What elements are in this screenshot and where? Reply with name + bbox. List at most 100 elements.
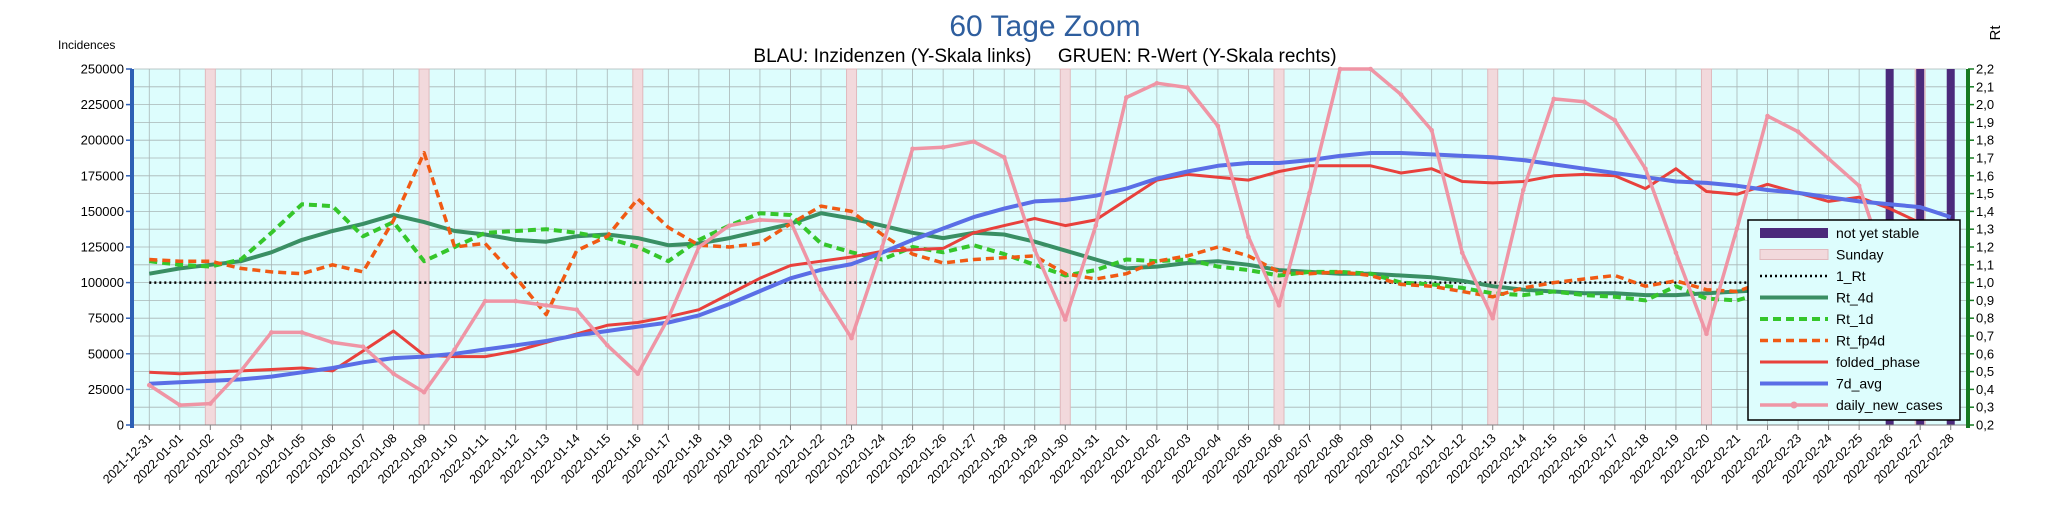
left-tick-label: 50000 xyxy=(88,346,124,361)
right-tick-label: 2,1 xyxy=(1976,79,1994,94)
right-tick-label: 0,4 xyxy=(1976,382,1994,397)
left-tick-label: 200000 xyxy=(81,133,124,148)
data-point-daily-new-cases xyxy=(1551,96,1557,102)
data-point-daily-new-cases xyxy=(1490,315,1496,321)
left-tick-label: 250000 xyxy=(81,62,124,77)
chart-title: 60 Tage Zoom xyxy=(949,10,1140,43)
legend-label: Rt_1d xyxy=(1836,311,1873,327)
data-point-daily-new-cases xyxy=(1704,331,1709,337)
left-axis-title: Incidences xyxy=(58,38,115,52)
data-point-daily-new-cases xyxy=(1062,317,1068,322)
data-point-daily-new-cases xyxy=(543,303,549,308)
data-point-daily-new-cases xyxy=(1643,166,1648,171)
data-point-daily-new-cases xyxy=(635,371,641,377)
data-point-daily-new-cases xyxy=(879,244,885,250)
series-line-rt-fp4d xyxy=(149,150,1952,334)
data-point-daily-new-cases xyxy=(818,287,824,293)
series-lines xyxy=(146,66,1954,408)
left-tick-label: 0 xyxy=(117,418,124,433)
right-tick-label: 0,5 xyxy=(1976,364,1994,379)
data-point-daily-new-cases xyxy=(1001,154,1007,160)
data-point-daily-new-cases xyxy=(1337,66,1343,72)
right-tick-label: 0,3 xyxy=(1976,400,1994,415)
right-axis-title: Rt xyxy=(1987,25,2004,41)
data-point-daily-new-cases xyxy=(1276,303,1282,308)
data-point-daily-new-cases xyxy=(940,145,946,150)
legend-swatch-not-yet-stable xyxy=(1760,228,1828,238)
data-point-daily-new-cases xyxy=(1856,183,1862,189)
sunday-bar xyxy=(1059,68,1071,426)
data-point-daily-new-cases xyxy=(757,217,763,223)
left-tick-label: 75000 xyxy=(88,311,124,326)
right-tick-label: 1,6 xyxy=(1976,168,1994,183)
legend-swatch-sunday xyxy=(1759,249,1829,260)
data-point-daily-new-cases xyxy=(1459,250,1465,255)
data-point-daily-new-cases xyxy=(1154,80,1160,86)
right-tick-label: 0,2 xyxy=(1976,418,1994,433)
legend-label: folded_phase xyxy=(1836,354,1920,370)
data-point-daily-new-cases xyxy=(421,389,427,395)
series-line-daily-new-cases xyxy=(148,67,1953,407)
right-tick-label: 1,5 xyxy=(1976,186,1994,201)
data-point-daily-new-cases xyxy=(238,368,244,374)
left-tick-label: 125000 xyxy=(81,240,124,255)
right-tick-label: 1,7 xyxy=(1976,151,1994,166)
data-point-daily-new-cases xyxy=(604,342,610,348)
data-point-daily-new-cases xyxy=(971,139,976,144)
data-point-daily-new-cases xyxy=(1795,129,1801,134)
legend: not yet stable Sunday 1_Rt Rt_4d Rt_1d Rt_fp4… xyxy=(1747,219,1961,421)
data-point-daily-new-cases xyxy=(1215,123,1221,129)
right-tick-label: 1,2 xyxy=(1976,240,1994,255)
data-point-daily-new-cases xyxy=(513,298,518,304)
data-point-daily-new-cases xyxy=(177,402,183,408)
right-tick-label: 0,6 xyxy=(1976,346,1994,361)
data-point-daily-new-cases xyxy=(330,340,335,345)
data-point-daily-new-cases xyxy=(1398,92,1404,97)
legend-label: daily_new_cases xyxy=(1836,397,1943,413)
data-point-daily-new-cases xyxy=(1185,85,1190,90)
sunday-bar xyxy=(1700,68,1712,426)
legend-label: Rt_4d xyxy=(1836,290,1873,306)
right-tick-label: 2,0 xyxy=(1976,97,1994,112)
right-tick-label: 0,9 xyxy=(1976,293,1994,308)
left-tick-label: 225000 xyxy=(81,97,124,112)
data-point-daily-new-cases xyxy=(1765,113,1770,119)
data-point-daily-new-cases xyxy=(1032,247,1038,253)
data-point-daily-new-cases xyxy=(391,371,396,377)
right-tick-label: 0,7 xyxy=(1976,329,1994,344)
left-tick-label: 25000 xyxy=(88,382,124,397)
right-tick-label: 1,8 xyxy=(1976,133,1994,148)
sunday-bar xyxy=(1487,68,1499,426)
data-point-daily-new-cases xyxy=(1734,226,1740,231)
sunday-bar xyxy=(846,68,858,426)
data-point-daily-new-cases xyxy=(910,146,915,152)
left-tick-label: 175000 xyxy=(81,168,124,183)
data-point-daily-new-cases xyxy=(1124,95,1129,100)
legend-label: not yet stable xyxy=(1836,225,1919,241)
right-tick-label: 1,4 xyxy=(1976,204,1994,219)
sunday-bar xyxy=(1273,68,1285,426)
legend-label: 1_Rt xyxy=(1836,268,1866,284)
right-tick-label: 1,1 xyxy=(1976,257,1994,272)
data-point-daily-new-cases xyxy=(146,382,152,388)
legend-marker-daily-new-cases xyxy=(1790,401,1798,409)
right-tick-label: 1,9 xyxy=(1976,115,1994,130)
data-point-daily-new-cases xyxy=(849,335,854,341)
data-point-daily-new-cases xyxy=(1612,117,1618,123)
data-point-daily-new-cases xyxy=(1429,127,1434,133)
legend-label: 7d_avg xyxy=(1836,376,1882,392)
data-point-daily-new-cases xyxy=(1246,234,1251,240)
right-tick-label: 2,2 xyxy=(1976,62,1994,77)
right-tick-label: 1,3 xyxy=(1976,222,1994,237)
data-point-daily-new-cases xyxy=(1520,187,1526,193)
data-point-daily-new-cases xyxy=(1093,223,1099,228)
data-point-daily-new-cases xyxy=(482,298,488,304)
data-point-daily-new-cases xyxy=(727,223,732,228)
data-point-daily-new-cases xyxy=(360,344,366,349)
data-point-daily-new-cases xyxy=(666,315,671,321)
left-tick-label: 100000 xyxy=(81,275,124,290)
data-point-daily-new-cases xyxy=(1307,190,1312,196)
data-point-daily-new-cases xyxy=(269,330,274,335)
data-point-daily-new-cases xyxy=(1368,66,1373,72)
